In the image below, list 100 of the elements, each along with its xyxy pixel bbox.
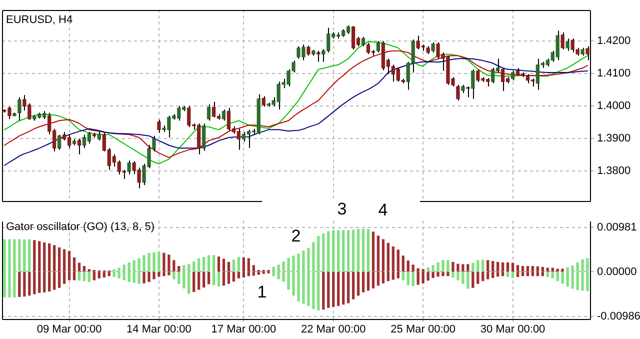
x-tick-label: 17 Mar 00:00	[211, 323, 276, 336]
bar	[412, 272, 414, 286]
y-tick-label: 0.00981	[597, 221, 637, 234]
bar	[332, 272, 335, 307]
bar	[346, 230, 350, 272]
bar	[28, 239, 31, 272]
bar	[546, 272, 549, 278]
x-tick-label: 25 Mar 00:00	[390, 323, 456, 336]
bar	[556, 268, 559, 272]
bar	[432, 272, 434, 278]
bar	[192, 261, 196, 272]
x-tick-label: 22 Mar 00:00	[300, 323, 366, 336]
y-tick-label: -0.00986	[597, 310, 640, 322]
bar	[406, 272, 410, 286]
bar	[18, 239, 21, 272]
bar	[466, 272, 470, 289]
bar	[432, 265, 434, 272]
bar	[142, 255, 146, 272]
bar	[112, 272, 116, 278]
y-tick-label: 0.00000	[597, 266, 637, 278]
bar	[476, 260, 480, 272]
candlestick	[57, 134, 62, 150]
bar	[342, 230, 345, 272]
bar	[78, 272, 81, 281]
bar	[366, 272, 370, 291]
bar	[422, 272, 424, 284]
bar	[207, 272, 210, 284]
bar	[152, 272, 156, 280]
y-tick-label: 1.3900	[597, 132, 631, 144]
bar	[412, 264, 414, 272]
bar	[118, 272, 120, 278]
bar	[88, 272, 91, 282]
bar	[178, 266, 180, 272]
bar	[531, 266, 534, 272]
bar	[462, 272, 464, 284]
bar	[511, 272, 514, 278]
bar	[462, 264, 464, 272]
bar	[337, 272, 340, 306]
y-tick-label: 1.4000	[597, 100, 631, 112]
bar	[78, 262, 81, 272]
candlestick	[12, 113, 16, 116]
bar	[148, 272, 150, 282]
bar	[207, 255, 210, 272]
bar	[472, 272, 474, 288]
bar	[442, 272, 444, 276]
bar	[202, 256, 206, 272]
bar	[23, 272, 26, 297]
bar	[158, 272, 160, 277]
bar	[402, 256, 404, 272]
bar	[272, 266, 275, 272]
bar	[198, 258, 200, 272]
bar	[356, 272, 360, 296]
bar	[456, 264, 460, 272]
bar	[162, 252, 166, 272]
bar	[148, 252, 150, 272]
bar	[168, 254, 170, 272]
bar	[82, 272, 86, 282]
bar	[28, 272, 31, 296]
bar	[237, 272, 240, 278]
bar	[18, 272, 21, 297]
x-tick-label: 09 Mar 00:00	[36, 323, 102, 336]
bar	[158, 252, 160, 272]
bar	[366, 228, 370, 272]
bar	[327, 272, 330, 308]
bar	[536, 266, 540, 272]
y-tick-label: 1.4200	[597, 35, 631, 48]
bar	[452, 262, 454, 272]
bar	[92, 272, 96, 280]
y-tick-label: 1.4100	[597, 68, 631, 80]
bar	[257, 272, 260, 275]
bar	[232, 272, 236, 282]
bar	[232, 260, 236, 272]
bar	[356, 228, 360, 272]
annotation: 3	[337, 200, 347, 218]
bar	[322, 272, 325, 310]
bar	[322, 233, 325, 272]
bar	[142, 272, 146, 284]
bar	[202, 272, 206, 288]
bar	[402, 272, 404, 280]
annotation: 1	[257, 282, 267, 302]
bar	[526, 266, 530, 272]
bar	[102, 272, 106, 278]
bar	[446, 272, 450, 276]
chart-title: EURUSD, H4	[6, 14, 73, 27]
bar	[501, 262, 504, 272]
bar	[446, 260, 450, 272]
bar	[172, 260, 176, 272]
bar	[352, 272, 355, 300]
bar	[198, 272, 200, 290]
bar	[342, 272, 345, 305]
bar	[426, 267, 430, 272]
bar	[406, 260, 410, 272]
bar	[337, 230, 340, 272]
bar	[436, 262, 440, 272]
bar	[561, 268, 564, 272]
bar	[442, 260, 444, 272]
annotation: 2	[291, 226, 301, 246]
bar	[88, 269, 91, 272]
bar	[541, 266, 544, 272]
bar	[521, 266, 524, 272]
